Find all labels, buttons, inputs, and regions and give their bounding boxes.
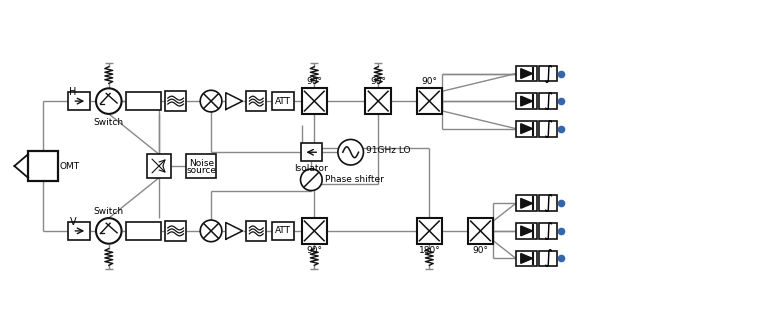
Bar bbox=[417, 218, 442, 244]
Polygon shape bbox=[225, 93, 243, 110]
Circle shape bbox=[200, 220, 222, 242]
Polygon shape bbox=[521, 199, 533, 208]
Bar bbox=[302, 218, 327, 244]
Bar bbox=[540, 121, 557, 136]
Text: $\int$: $\int$ bbox=[543, 62, 553, 85]
Text: OMT: OMT bbox=[59, 161, 80, 171]
Bar bbox=[165, 221, 186, 241]
Text: 90°: 90° bbox=[307, 246, 322, 255]
Text: $\int$: $\int$ bbox=[543, 118, 553, 140]
Circle shape bbox=[300, 169, 322, 191]
Text: H: H bbox=[69, 87, 77, 97]
Text: $\int$: $\int$ bbox=[543, 220, 553, 242]
Bar bbox=[147, 154, 171, 178]
Polygon shape bbox=[521, 226, 533, 236]
Bar bbox=[516, 251, 537, 266]
Bar bbox=[516, 196, 537, 211]
Text: 90°: 90° bbox=[307, 77, 322, 86]
Bar bbox=[540, 93, 557, 109]
Circle shape bbox=[96, 218, 122, 244]
Bar bbox=[69, 92, 90, 110]
Circle shape bbox=[338, 139, 363, 165]
Text: Switch: Switch bbox=[94, 118, 124, 127]
Bar bbox=[516, 121, 537, 136]
Bar bbox=[417, 88, 442, 114]
Bar bbox=[540, 223, 557, 239]
Polygon shape bbox=[521, 124, 533, 133]
Bar bbox=[516, 66, 537, 81]
Text: 90°: 90° bbox=[473, 246, 488, 255]
Text: 90°: 90° bbox=[421, 77, 438, 86]
Text: Isolator: Isolator bbox=[295, 164, 328, 173]
Bar bbox=[186, 154, 216, 178]
Bar bbox=[246, 221, 266, 241]
Bar bbox=[516, 223, 537, 239]
Bar bbox=[28, 151, 58, 181]
Text: $\int$: $\int$ bbox=[543, 90, 553, 112]
Circle shape bbox=[96, 88, 122, 114]
Text: $\int$: $\int$ bbox=[543, 247, 553, 270]
Bar bbox=[126, 92, 161, 110]
Text: ATT: ATT bbox=[275, 226, 291, 235]
Bar bbox=[272, 222, 293, 240]
Bar bbox=[540, 251, 557, 266]
Bar bbox=[302, 88, 327, 114]
Bar bbox=[246, 91, 266, 111]
Text: $\int$: $\int$ bbox=[543, 192, 553, 214]
Text: V: V bbox=[69, 217, 76, 227]
Polygon shape bbox=[521, 69, 533, 78]
Polygon shape bbox=[225, 222, 243, 239]
Text: 91GHz LO: 91GHz LO bbox=[367, 146, 411, 155]
Bar bbox=[165, 91, 186, 111]
Bar bbox=[272, 92, 293, 110]
Bar bbox=[468, 218, 493, 244]
Circle shape bbox=[200, 90, 222, 112]
Polygon shape bbox=[521, 96, 533, 106]
Bar bbox=[540, 196, 557, 211]
Text: source: source bbox=[186, 166, 216, 175]
Text: Switch: Switch bbox=[94, 207, 124, 216]
Text: Noise: Noise bbox=[189, 159, 214, 168]
Text: ATT: ATT bbox=[275, 97, 291, 106]
Bar bbox=[365, 88, 391, 114]
Polygon shape bbox=[521, 254, 533, 263]
Bar bbox=[540, 66, 557, 81]
Bar bbox=[69, 222, 90, 240]
Bar bbox=[126, 222, 161, 240]
Bar bbox=[516, 93, 537, 109]
Text: 180°: 180° bbox=[418, 246, 440, 255]
Text: 90°: 90° bbox=[370, 77, 386, 86]
Text: Phase shifter: Phase shifter bbox=[325, 175, 384, 184]
Bar bbox=[300, 143, 322, 161]
